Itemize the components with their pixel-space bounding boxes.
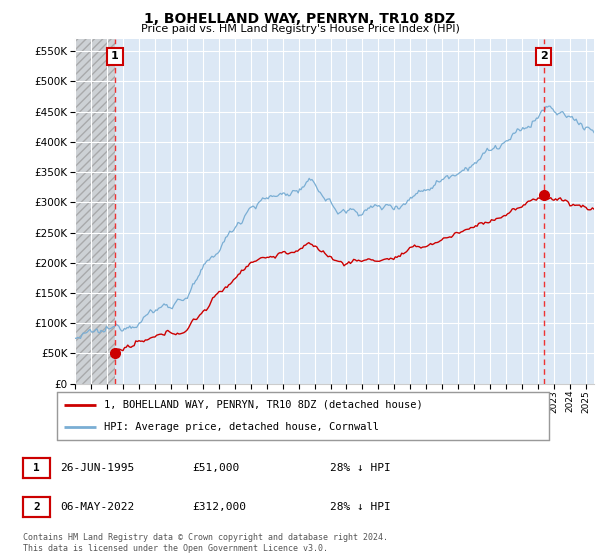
Text: 1: 1 bbox=[111, 52, 119, 62]
Text: 28% ↓ HPI: 28% ↓ HPI bbox=[330, 502, 391, 512]
Text: Contains HM Land Registry data © Crown copyright and database right 2024.
This d: Contains HM Land Registry data © Crown c… bbox=[23, 533, 388, 553]
Text: 1, BOHELLAND WAY, PENRYN, TR10 8DZ (detached house): 1, BOHELLAND WAY, PENRYN, TR10 8DZ (deta… bbox=[104, 400, 422, 410]
Text: 1, BOHELLAND WAY, PENRYN, TR10 8DZ: 1, BOHELLAND WAY, PENRYN, TR10 8DZ bbox=[145, 12, 455, 26]
Text: HPI: Average price, detached house, Cornwall: HPI: Average price, detached house, Corn… bbox=[104, 422, 379, 432]
Text: 2: 2 bbox=[33, 502, 40, 512]
Text: 1: 1 bbox=[33, 463, 40, 473]
Text: £51,000: £51,000 bbox=[192, 463, 239, 473]
Text: £312,000: £312,000 bbox=[192, 502, 246, 512]
Bar bbox=[75, 39, 115, 384]
Text: 06-MAY-2022: 06-MAY-2022 bbox=[60, 502, 134, 512]
Text: 26-JUN-1995: 26-JUN-1995 bbox=[60, 463, 134, 473]
Text: Price paid vs. HM Land Registry's House Price Index (HPI): Price paid vs. HM Land Registry's House … bbox=[140, 24, 460, 34]
Text: 2: 2 bbox=[540, 52, 548, 62]
Text: 28% ↓ HPI: 28% ↓ HPI bbox=[330, 463, 391, 473]
